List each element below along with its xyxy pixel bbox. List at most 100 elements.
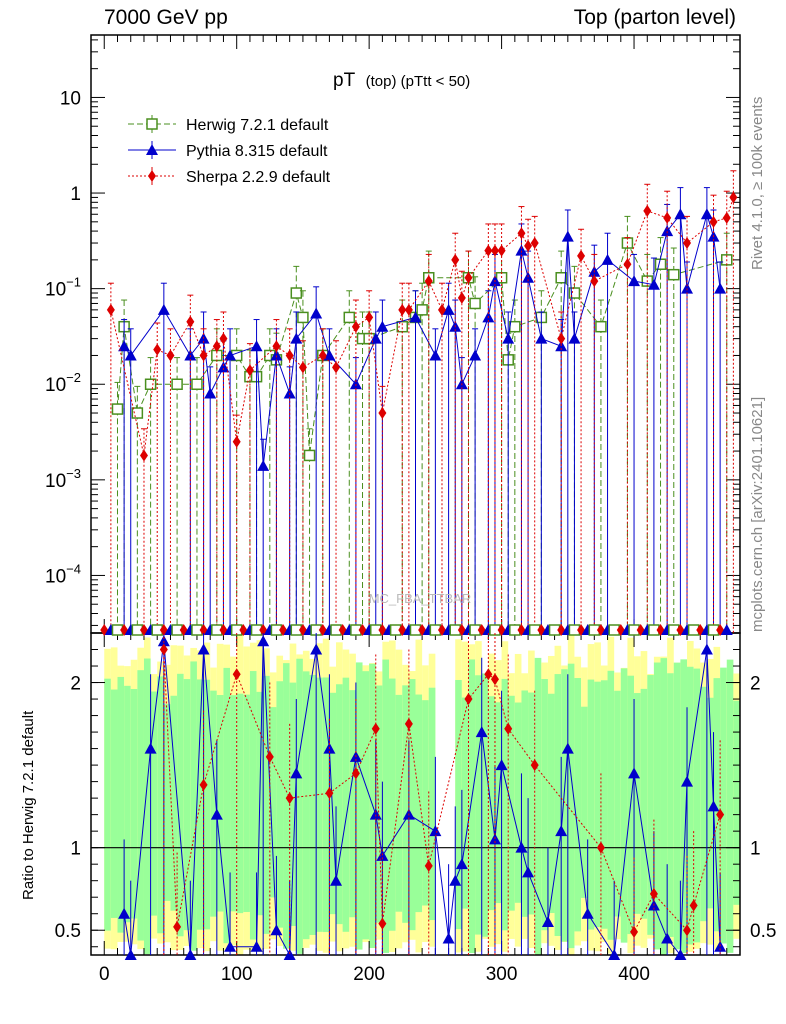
point-pythia: [628, 275, 641, 287]
point-pythia: [700, 208, 713, 220]
ratio-band-inner: [501, 678, 509, 931]
ratio-band-inner: [110, 689, 118, 918]
point-pythia: [674, 208, 687, 220]
point-sherpa: [464, 271, 473, 284]
main-y-tick-label: 10−1: [45, 275, 81, 301]
ratio-point-sherpa: [649, 887, 658, 900]
ratio-band-inner: [249, 671, 257, 940]
svg-text:pT (top) (pTtt < 50): pT (top) (pTtt < 50): [333, 70, 470, 91]
point-pythia: [469, 349, 482, 361]
ratio-band-inner: [647, 675, 654, 935]
ratio-band-inner: [302, 671, 310, 940]
ratio-point-pythia: [608, 949, 621, 960]
main-y-tick-label: 10−4: [45, 561, 81, 587]
ratio-point-sherpa: [530, 759, 539, 772]
ratio-band-inner: [402, 685, 409, 923]
main-y-tick-label: 10: [60, 88, 81, 109]
ratio-band-inner: [137, 670, 144, 941]
ratio-band-inner: [600, 680, 608, 929]
ratio-point-pythia: [455, 858, 468, 870]
point-herwig: [303, 449, 316, 462]
ratio-band-inner: [362, 671, 370, 940]
ratio-band-inner: [680, 659, 688, 954]
ratio-point-pythia: [674, 949, 687, 960]
point-sherpa: [298, 361, 307, 374]
ratio-band-inner: [726, 659, 734, 953]
point-sherpa: [484, 244, 493, 257]
point-sherpa: [683, 237, 692, 250]
plot-title: pT (top) (pTtt < 50): [333, 70, 470, 91]
ratio-point-sherpa: [199, 778, 208, 791]
ratio-point-pythia: [522, 866, 535, 878]
ratio-band-inner: [190, 661, 197, 951]
ratio-band-inner: [117, 676, 125, 933]
ratio-band-inner: [508, 695, 515, 911]
point-sherpa: [729, 191, 738, 204]
point-pythia: [409, 311, 422, 323]
floor-marker: [720, 624, 733, 635]
ratio-band-inner: [422, 700, 429, 906]
ratio-point-sherpa: [351, 767, 360, 780]
ratio-point-pythia: [555, 825, 568, 837]
ratio-band-inner: [243, 694, 250, 913]
point-pythia: [647, 278, 660, 290]
point-pythia: [376, 320, 389, 332]
ratio-band-inner: [514, 702, 522, 903]
analysis-watermark: MC_FBA_TTBAR: [369, 591, 472, 606]
ratio-y-tick-label-left: 2: [70, 674, 81, 695]
ratio-band-inner: [283, 663, 290, 949]
point-pythia: [561, 230, 574, 242]
main-y-tick-base: 10: [45, 375, 66, 396]
point-pythia: [601, 253, 614, 265]
ratio-band-inner: [289, 682, 297, 926]
ratio-band-inner: [468, 659, 476, 954]
point-sherpa: [497, 244, 506, 257]
ratio-band-inner: [693, 668, 701, 943]
legend-marker-herwig: [146, 118, 158, 130]
legend-label-sherpa: Sherpa 2.2.9 default: [186, 169, 331, 186]
point-sherpa: [212, 340, 221, 353]
point-sherpa: [451, 253, 460, 266]
point-herwig: [668, 268, 680, 281]
point-sherpa: [351, 320, 360, 333]
point-sherpa: [139, 449, 148, 462]
main-y-tick-exponent: −4: [66, 561, 81, 576]
ratio-band-inner: [660, 658, 668, 955]
ratio-band-inner: [428, 687, 436, 921]
ratio-point-pythia: [270, 924, 283, 936]
ratio-band-inner: [196, 679, 204, 930]
header-left-energy: 7000 GeV pp: [104, 6, 228, 29]
ratio-y-tick-label-left: 1: [70, 839, 81, 860]
ratio-point-sherpa: [630, 925, 639, 938]
ratio-band-inner: [528, 692, 535, 915]
ratio-point-sherpa: [232, 668, 241, 681]
point-herwig: [343, 311, 356, 324]
legend-item-sherpa: Sherpa 2.2.9 default: [128, 167, 331, 186]
point-pythia: [661, 225, 674, 237]
ratio-y-tick-label-right: 0.5: [750, 921, 776, 942]
point-sherpa: [577, 249, 586, 262]
series-herwig: [111, 215, 733, 633]
point-sherpa: [332, 361, 341, 374]
ratio-band-inner: [521, 690, 529, 917]
point-sherpa: [424, 275, 433, 288]
ratio-point-pythia: [376, 849, 389, 861]
ratio-point-pythia: [442, 932, 455, 944]
point-sherpa: [643, 204, 652, 217]
point-pythia: [118, 340, 131, 352]
ratio-band-inner: [230, 695, 237, 912]
ratio-band-inner: [547, 693, 555, 914]
ratio-band-inner: [667, 673, 674, 937]
point-sherpa: [722, 211, 731, 224]
ratio-series-pythia: [118, 633, 727, 960]
point-sherpa: [557, 332, 566, 345]
series-line-sherpa: [110, 197, 734, 456]
ratio-band-inner: [408, 679, 416, 931]
ratio-band-inner: [594, 681, 601, 928]
ratio-band-inner: [534, 657, 542, 955]
ratio-point-sherpa: [285, 792, 294, 805]
ratio-band-inner: [296, 658, 303, 954]
point-pythia: [257, 459, 270, 471]
point-sherpa: [245, 364, 254, 377]
main-plot-marks: [100, 170, 738, 636]
